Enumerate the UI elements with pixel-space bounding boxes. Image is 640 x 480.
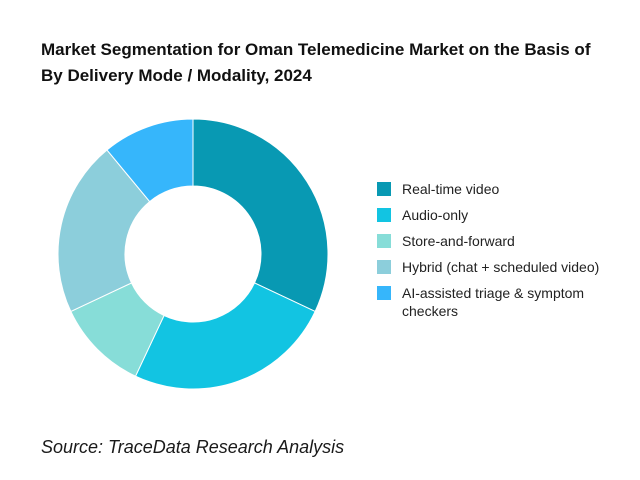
legend-swatch xyxy=(377,234,391,248)
legend-item: Real-time video xyxy=(377,180,639,198)
legend-label: Store-and-forward xyxy=(402,233,515,249)
legend-label: Audio-only xyxy=(402,207,469,223)
legend-item: Audio-only xyxy=(377,206,639,224)
legend-swatch xyxy=(377,182,391,196)
legend-item: AI-assisted triage & symptom checkers xyxy=(377,284,639,320)
donut-slice-5 xyxy=(106,118,194,203)
legend-swatch xyxy=(377,208,391,222)
source-note: Source: TraceData Research Analysis xyxy=(41,437,345,457)
legend-label: AI-assisted triage & symptom checkers xyxy=(402,285,585,319)
legend-item: Hybrid (chat + scheduled video) xyxy=(377,258,639,276)
chart-legend: Real-time video Audio-only Store-and-forwa… xyxy=(377,180,639,328)
legend-label: Real-time video xyxy=(402,181,500,197)
donut-slice-4 xyxy=(57,149,151,313)
legend-item: Store-and-forward xyxy=(377,232,639,250)
legend-label: Hybrid (chat + scheduled video) xyxy=(402,259,600,275)
chart-title: Market Segmentation for Oman Telemedicin… xyxy=(41,40,591,85)
legend-swatch xyxy=(377,260,391,274)
donut-slice-1 xyxy=(192,118,329,313)
legend-swatch xyxy=(377,286,391,300)
donut-slice-2 xyxy=(134,282,316,390)
